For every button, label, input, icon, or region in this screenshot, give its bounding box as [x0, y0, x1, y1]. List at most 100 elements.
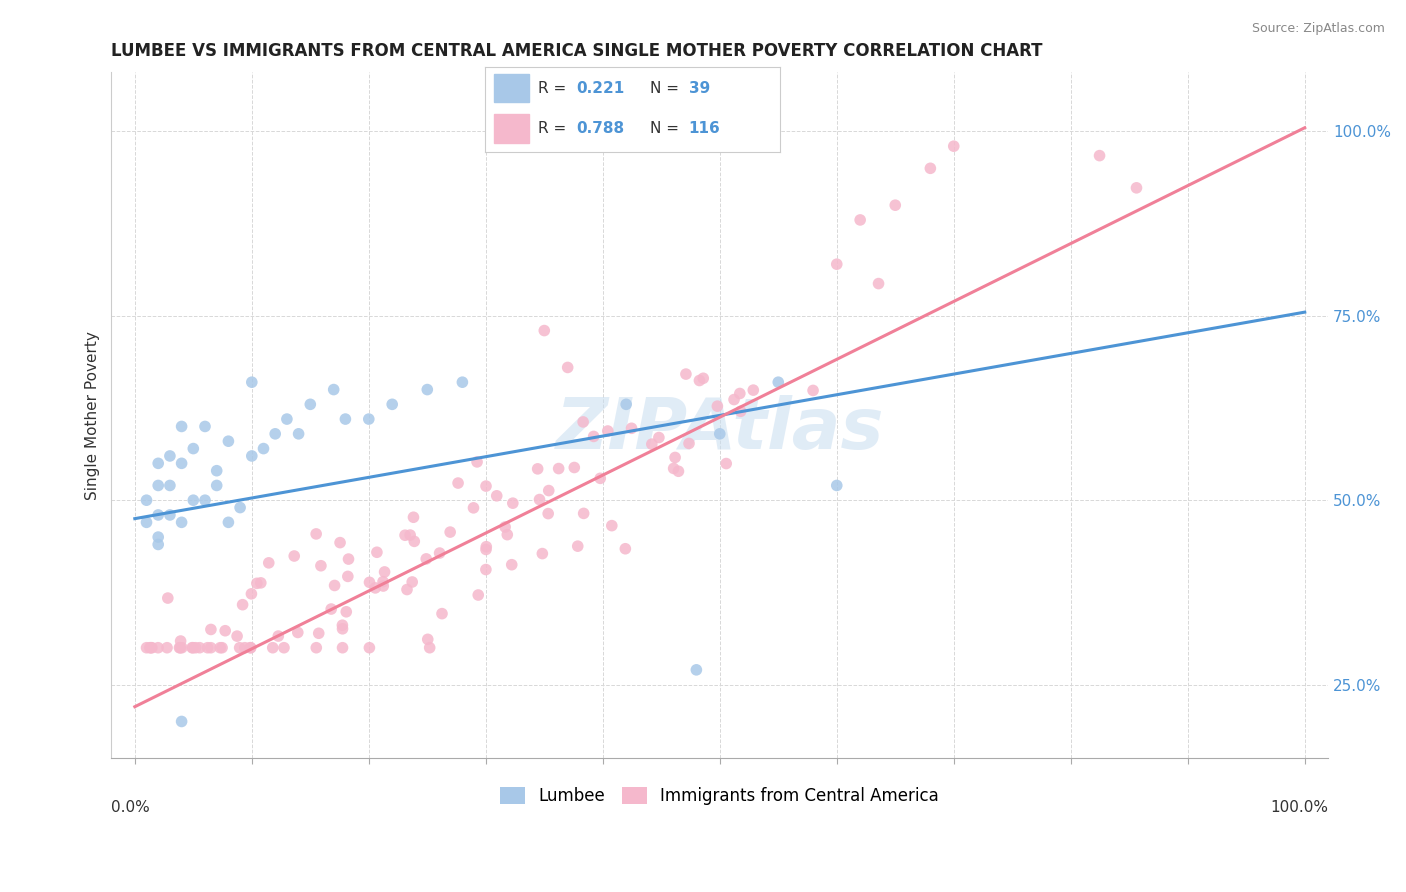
Point	[169, 640, 191, 655]
Point	[531, 547, 554, 561]
Point	[262, 640, 284, 655]
Point	[394, 528, 416, 542]
Point	[430, 607, 453, 621]
Text: N =: N =	[651, 121, 685, 136]
Point	[141, 640, 163, 655]
Point	[942, 139, 965, 153]
Point	[502, 496, 524, 510]
Point	[205, 464, 228, 478]
Point	[723, 392, 745, 407]
Point	[662, 461, 685, 475]
Point	[240, 587, 263, 601]
Point	[1088, 148, 1111, 162]
Point	[359, 640, 381, 655]
Point	[373, 579, 395, 593]
Text: LUMBEE VS IMMIGRANTS FROM CENTRAL AMERICA SINGLE MOTHER POVERTY CORRELATION CHAR: LUMBEE VS IMMIGRANTS FROM CENTRAL AMERIC…	[111, 42, 1043, 60]
Point	[614, 397, 637, 411]
Text: 116: 116	[689, 121, 720, 136]
Point	[567, 539, 589, 553]
Point	[267, 629, 290, 643]
Point	[170, 456, 193, 470]
Point	[252, 442, 274, 456]
Point	[148, 530, 170, 544]
Point	[135, 516, 157, 530]
Text: N =: N =	[651, 80, 685, 95]
Point	[159, 449, 181, 463]
Point	[181, 442, 204, 456]
Point	[337, 552, 360, 566]
Point	[501, 558, 523, 572]
Point	[211, 640, 233, 655]
Point	[249, 575, 271, 590]
Text: 0.221: 0.221	[576, 80, 624, 95]
Point	[148, 478, 170, 492]
Point	[357, 412, 380, 426]
Point	[620, 421, 643, 435]
Point	[475, 542, 498, 557]
Point	[359, 575, 381, 590]
Text: Source: ZipAtlas.com: Source: ZipAtlas.com	[1251, 22, 1385, 36]
Point	[496, 527, 519, 541]
Point	[229, 500, 252, 515]
Point	[401, 574, 423, 589]
Point	[329, 535, 352, 549]
Y-axis label: Single Mother Poverty: Single Mother Poverty	[86, 331, 100, 500]
Point	[135, 640, 157, 655]
Point	[139, 640, 162, 655]
Point	[557, 360, 579, 375]
Point	[572, 507, 595, 521]
Point	[537, 507, 560, 521]
Point	[335, 605, 357, 619]
Point	[322, 383, 344, 397]
Point	[463, 500, 485, 515]
Point	[170, 419, 193, 434]
Point	[181, 640, 204, 655]
Point	[323, 578, 346, 592]
Point	[228, 640, 250, 655]
Point	[399, 528, 422, 542]
Point	[416, 383, 439, 397]
Point	[920, 161, 942, 176]
Point	[217, 434, 239, 449]
Point	[688, 374, 710, 388]
Point	[529, 492, 551, 507]
Point	[728, 386, 751, 401]
Point	[276, 412, 298, 426]
Point	[381, 397, 404, 411]
Point	[678, 436, 700, 450]
Point	[194, 419, 217, 434]
Point	[188, 640, 211, 655]
Point	[194, 493, 217, 508]
Point	[366, 545, 388, 559]
Point	[419, 640, 441, 655]
Legend: Lumbee, Immigrants from Central America: Lumbee, Immigrants from Central America	[494, 780, 946, 812]
Text: 39: 39	[689, 80, 710, 95]
Point	[825, 257, 848, 271]
Point	[395, 582, 418, 597]
Point	[485, 489, 508, 503]
Text: ZIPAtlas: ZIPAtlas	[555, 394, 884, 464]
Point	[465, 455, 488, 469]
Point	[156, 640, 179, 655]
Point	[146, 640, 169, 655]
Point	[197, 640, 219, 655]
Point	[148, 456, 170, 470]
Point	[200, 773, 222, 788]
Point	[217, 516, 239, 530]
Point	[170, 516, 193, 530]
Text: R =: R =	[538, 121, 571, 136]
Point	[283, 549, 305, 563]
Point	[308, 626, 330, 640]
Point	[706, 399, 728, 413]
Point	[364, 581, 387, 595]
Point	[239, 640, 262, 655]
Point	[135, 493, 157, 508]
Point	[273, 640, 295, 655]
Point	[404, 534, 426, 549]
Point	[170, 640, 193, 655]
Point	[169, 634, 191, 648]
Point	[209, 640, 232, 655]
Point	[205, 478, 228, 492]
Point	[526, 462, 548, 476]
Point	[336, 569, 359, 583]
